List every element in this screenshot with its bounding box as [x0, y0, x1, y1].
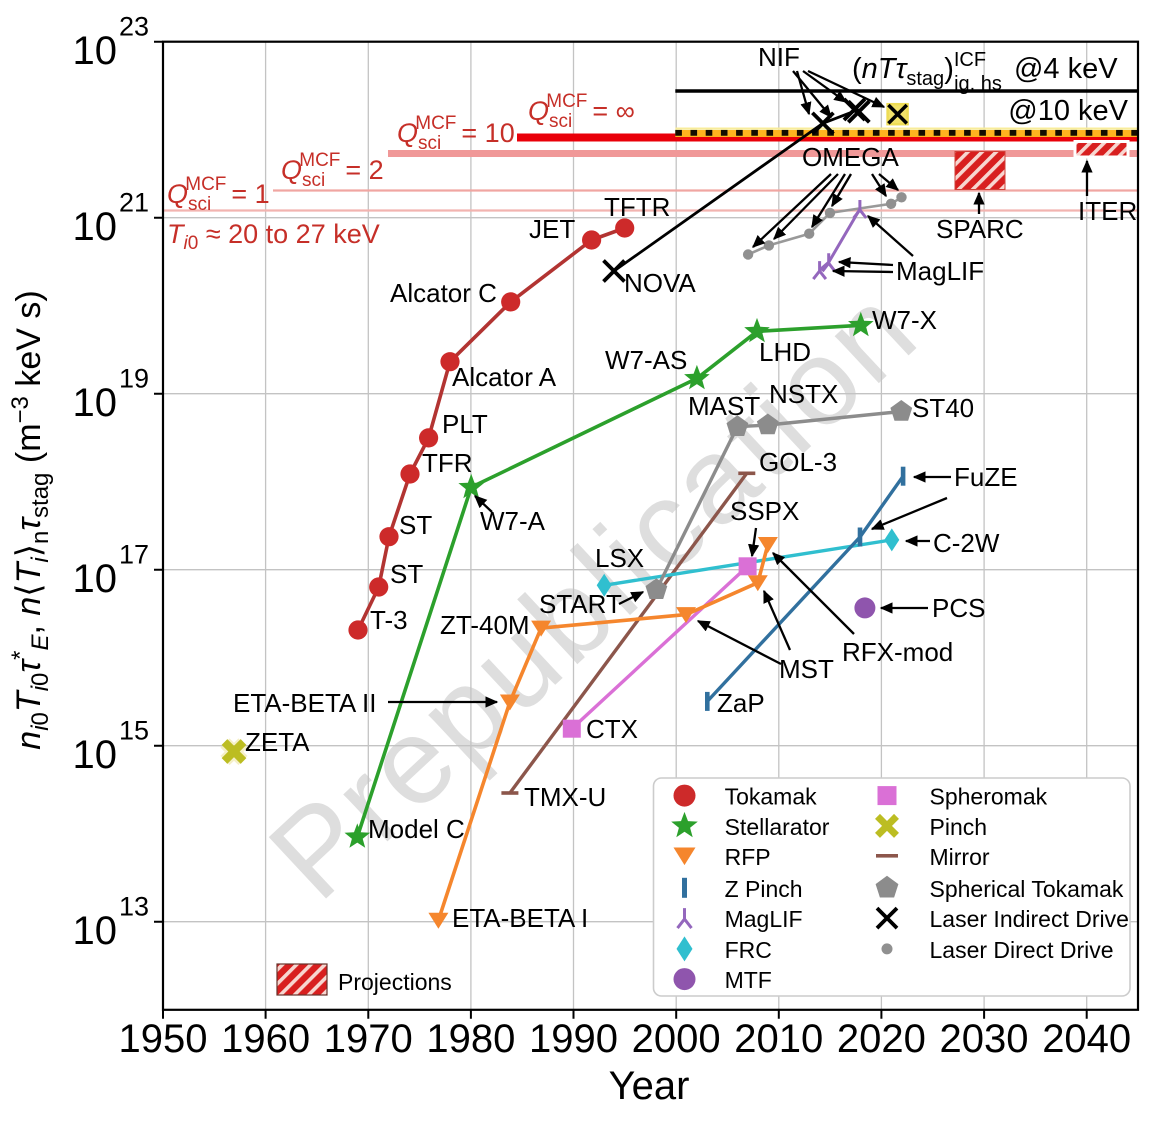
svg-text:Ti0 ≈ 20 to 27 keV: Ti0 ≈ 20 to 27 keV: [167, 219, 380, 254]
svg-text:FRC: FRC: [725, 937, 772, 963]
svg-text:Model C: Model C: [368, 814, 465, 844]
svg-text:ITER: ITER: [1078, 196, 1137, 226]
svg-text:ZaP: ZaP: [717, 688, 765, 718]
svg-text:W7-X: W7-X: [872, 305, 937, 335]
svg-text:CTX: CTX: [586, 714, 638, 744]
svg-text:2030: 2030: [940, 1017, 1029, 1061]
svg-text:ST: ST: [390, 559, 423, 589]
svg-text:QsciMCF= 1: QsciMCF = 1: [167, 174, 270, 215]
svg-text:Alcator A: Alcator A: [452, 362, 557, 392]
svg-text:2000: 2000: [632, 1017, 721, 1061]
svg-text:TFTR: TFTR: [604, 192, 670, 222]
svg-text:W7-AS: W7-AS: [605, 345, 687, 375]
svg-text:2010: 2010: [734, 1017, 823, 1061]
svg-text:ETA-BETA II: ETA-BETA II: [233, 688, 377, 718]
svg-text:Pinch: Pinch: [930, 814, 988, 840]
svg-text:OMEGA: OMEGA: [802, 142, 899, 172]
svg-text:C-2W: C-2W: [933, 528, 1000, 558]
svg-text:LSX: LSX: [595, 543, 644, 573]
svg-text:2020: 2020: [837, 1017, 926, 1061]
svg-text:START: START: [539, 589, 622, 619]
svg-text:Stellarator: Stellarator: [725, 814, 830, 840]
svg-text:15: 15: [119, 716, 149, 746]
svg-text:Spherical Tokamak: Spherical Tokamak: [930, 876, 1124, 902]
svg-text:MAST: MAST: [688, 391, 760, 421]
svg-text:@10 keV: @10 keV: [1008, 95, 1128, 127]
svg-text:PLT: PLT: [442, 409, 488, 439]
svg-text:13: 13: [119, 892, 149, 922]
svg-text:ETA-BETA I: ETA-BETA I: [452, 903, 588, 933]
svg-text:23: 23: [119, 12, 149, 42]
svg-text:ST40: ST40: [912, 393, 974, 423]
svg-text:17: 17: [119, 540, 149, 570]
svg-text:TFR: TFR: [422, 448, 473, 478]
svg-text:RFX-mod: RFX-mod: [842, 637, 953, 667]
svg-text:MTF: MTF: [725, 967, 772, 993]
svg-text:NSTX: NSTX: [769, 379, 838, 409]
svg-text:LHD: LHD: [759, 337, 811, 367]
svg-text:10: 10: [73, 205, 118, 249]
svg-text:W7-A: W7-A: [480, 506, 546, 536]
svg-text:RFP: RFP: [725, 844, 771, 870]
svg-text:QsciMCF= 10: QsciMCF = 10: [397, 113, 515, 154]
svg-text:SPARC: SPARC: [936, 214, 1024, 244]
svg-text:10: 10: [73, 733, 118, 777]
svg-text:QsciMCF= 2: QsciMCF = 2: [281, 150, 384, 191]
svg-text:1950: 1950: [119, 1017, 208, 1061]
svg-text:NOVA: NOVA: [624, 268, 696, 298]
svg-text:FuZE: FuZE: [954, 462, 1018, 492]
svg-text:10: 10: [73, 29, 118, 73]
svg-text:ST: ST: [399, 510, 432, 540]
svg-text:MagLIF: MagLIF: [896, 256, 984, 286]
svg-text:MagLIF: MagLIF: [725, 906, 803, 932]
svg-text:JET: JET: [529, 214, 575, 244]
svg-text:21: 21: [119, 188, 149, 218]
svg-text:Mirror: Mirror: [930, 844, 990, 870]
svg-text:1980: 1980: [426, 1017, 515, 1061]
svg-text:PCS: PCS: [932, 593, 985, 623]
svg-text:2040: 2040: [1042, 1017, 1131, 1061]
svg-text:1990: 1990: [529, 1017, 618, 1061]
svg-text:10: 10: [73, 909, 118, 953]
svg-text:ZETA: ZETA: [245, 727, 310, 757]
svg-text:1970: 1970: [324, 1017, 413, 1061]
svg-text:10: 10: [73, 381, 118, 425]
svg-text:Alcator C: Alcator C: [390, 278, 497, 308]
svg-text:Laser Indirect Drive: Laser Indirect Drive: [930, 906, 1129, 932]
svg-text:QsciMCF= ∞: QsciMCF = ∞: [528, 91, 635, 132]
svg-text:Tokamak: Tokamak: [725, 784, 818, 810]
svg-text:Spheromak: Spheromak: [930, 784, 1048, 810]
svg-text:Z Pinch: Z Pinch: [725, 876, 803, 902]
svg-text:ni0Ti0τ*E, n⟨Ti⟩nτstag (m−3 k: ni0Ti0τ*E, n⟨Ti⟩nτstag (m−3 keV s): [7, 290, 54, 749]
svg-text:10: 10: [73, 557, 118, 601]
svg-text:TMX-U: TMX-U: [524, 782, 606, 812]
svg-text:19: 19: [119, 364, 149, 394]
svg-text:1960: 1960: [221, 1017, 310, 1061]
svg-text:NIF: NIF: [758, 42, 800, 72]
svg-text:T-3: T-3: [370, 605, 408, 635]
svg-text:Year: Year: [609, 1064, 690, 1108]
svg-text:SSPX: SSPX: [730, 496, 799, 526]
svg-text:MST: MST: [779, 654, 834, 684]
svg-text:GOL-3: GOL-3: [759, 447, 837, 477]
svg-text:Laser Direct Drive: Laser Direct Drive: [930, 937, 1114, 963]
svg-text:ZT-40M: ZT-40M: [440, 610, 530, 640]
svg-text:Projections: Projections: [338, 969, 452, 995]
